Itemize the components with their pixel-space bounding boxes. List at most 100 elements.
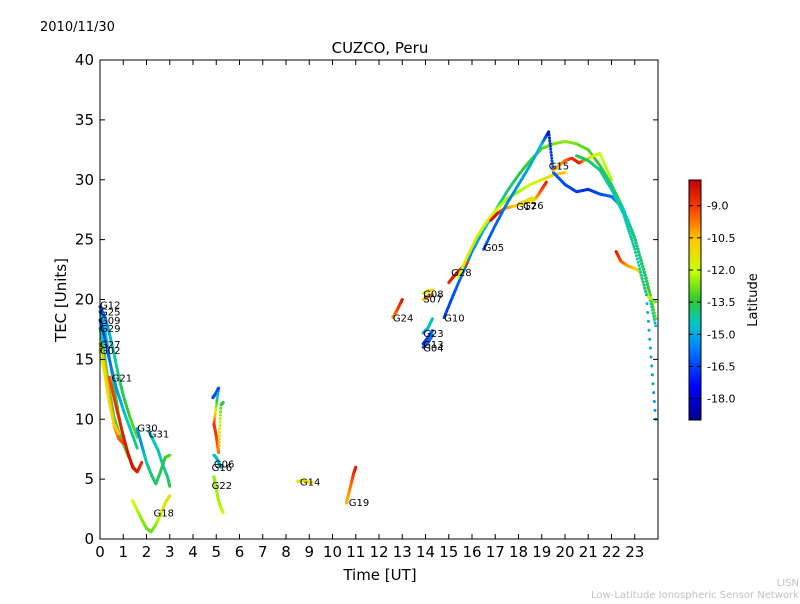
data-point	[639, 273, 643, 277]
satellite-label: G18	[154, 509, 174, 520]
colorbar-tick-label: -10.5	[707, 232, 735, 245]
data-point	[653, 321, 657, 325]
data-point	[640, 277, 644, 280]
satellite-track	[147, 429, 172, 488]
data-point	[310, 481, 314, 485]
data-point	[550, 162, 554, 166]
data-point	[218, 413, 222, 417]
data-point	[549, 150, 553, 154]
satellite-track	[551, 151, 613, 182]
data-point	[117, 432, 121, 436]
data-point	[643, 286, 647, 290]
x-tick-label: 19	[532, 543, 551, 561]
data-point	[168, 453, 172, 457]
x-tick-label: 13	[393, 543, 412, 561]
x-tick-label: 10	[323, 543, 342, 561]
satellite-label: G31	[149, 430, 169, 441]
data-point	[626, 227, 630, 231]
satellite-track	[212, 475, 225, 515]
data-point	[653, 314, 657, 318]
x-tick-label: 23	[625, 543, 644, 561]
satellite-label: G17	[516, 202, 536, 213]
data-point	[636, 260, 640, 264]
satellite-track	[296, 478, 314, 485]
satellite-label: G02	[100, 346, 120, 357]
y-tick-label: 30	[75, 171, 94, 189]
data-point	[635, 257, 639, 261]
data-point	[550, 156, 554, 160]
data-point	[625, 224, 629, 228]
x-tick-label: 15	[439, 543, 458, 561]
data-point	[645, 279, 649, 283]
data-point	[140, 460, 144, 464]
x-tick-label: 9	[304, 543, 314, 561]
data-point	[648, 291, 652, 294]
satellite-track	[421, 333, 434, 349]
data-point	[647, 288, 651, 292]
data-point	[431, 333, 434, 337]
data-point	[633, 235, 637, 239]
data-point	[218, 417, 222, 421]
x-tick-label: 17	[486, 543, 505, 561]
x-tick-label: 0	[95, 543, 105, 561]
data-point	[654, 317, 658, 321]
data-point	[651, 382, 655, 386]
satellite-label: G09	[100, 316, 120, 327]
data-point	[624, 222, 628, 225]
data-point	[551, 165, 555, 169]
data-point	[652, 391, 656, 395]
data-point	[549, 147, 553, 151]
data-point	[644, 293, 648, 297]
data-point	[217, 447, 221, 451]
satellite-label: G28	[451, 268, 471, 279]
colorbar-tick-label: -13.5	[707, 296, 735, 309]
data-point	[648, 346, 652, 350]
chart-title: CUZCO, Peru	[332, 39, 429, 57]
colorbar-tick-label: -16.5	[707, 360, 735, 373]
colorbar-tick-label: -18.0	[707, 393, 735, 406]
data-point	[218, 420, 222, 424]
satellite-label: G23	[423, 329, 443, 340]
data-layer	[98, 130, 658, 534]
satellite-label: G21	[112, 373, 132, 384]
x-tick-label: 5	[211, 543, 221, 561]
satellite-track	[211, 386, 225, 455]
colorbar	[688, 179, 702, 421]
data-point	[610, 178, 613, 182]
satellite-label: G30	[137, 424, 157, 435]
data-point	[654, 300, 658, 304]
data-point	[217, 437, 221, 441]
satellite-label: G12	[100, 300, 120, 311]
satellite-track	[344, 465, 358, 505]
data-point	[168, 494, 172, 498]
data-point	[650, 373, 654, 377]
data-point	[547, 130, 551, 134]
data-point	[622, 214, 626, 218]
satellite-label: G10	[444, 314, 464, 325]
data-point	[647, 328, 651, 332]
satellite-track	[98, 348, 121, 436]
data-point	[621, 211, 625, 215]
data-point	[217, 441, 221, 444]
data-point	[631, 242, 635, 246]
data-point	[219, 410, 223, 414]
data-point	[634, 251, 638, 254]
satellite-label: G08	[423, 290, 443, 301]
data-point	[644, 290, 647, 293]
data-point	[648, 337, 652, 341]
data-point	[531, 196, 534, 200]
data-point	[217, 444, 221, 448]
data-point	[629, 234, 633, 238]
data-point	[217, 386, 221, 390]
y-tick-label: 15	[75, 350, 94, 368]
y-axis: 0 5 10 15 20 25 30 35 40	[75, 51, 658, 548]
x-tick-label: 21	[579, 543, 598, 561]
data-point	[637, 250, 641, 254]
data-point	[652, 400, 656, 403]
data-point	[216, 394, 220, 398]
colorbar-tick-label: -15.0	[707, 328, 735, 341]
x-tick-label: 11	[346, 543, 365, 561]
satellite-label: G26	[523, 201, 543, 212]
data-point	[214, 409, 218, 413]
x-tick-label: 16	[462, 543, 481, 561]
